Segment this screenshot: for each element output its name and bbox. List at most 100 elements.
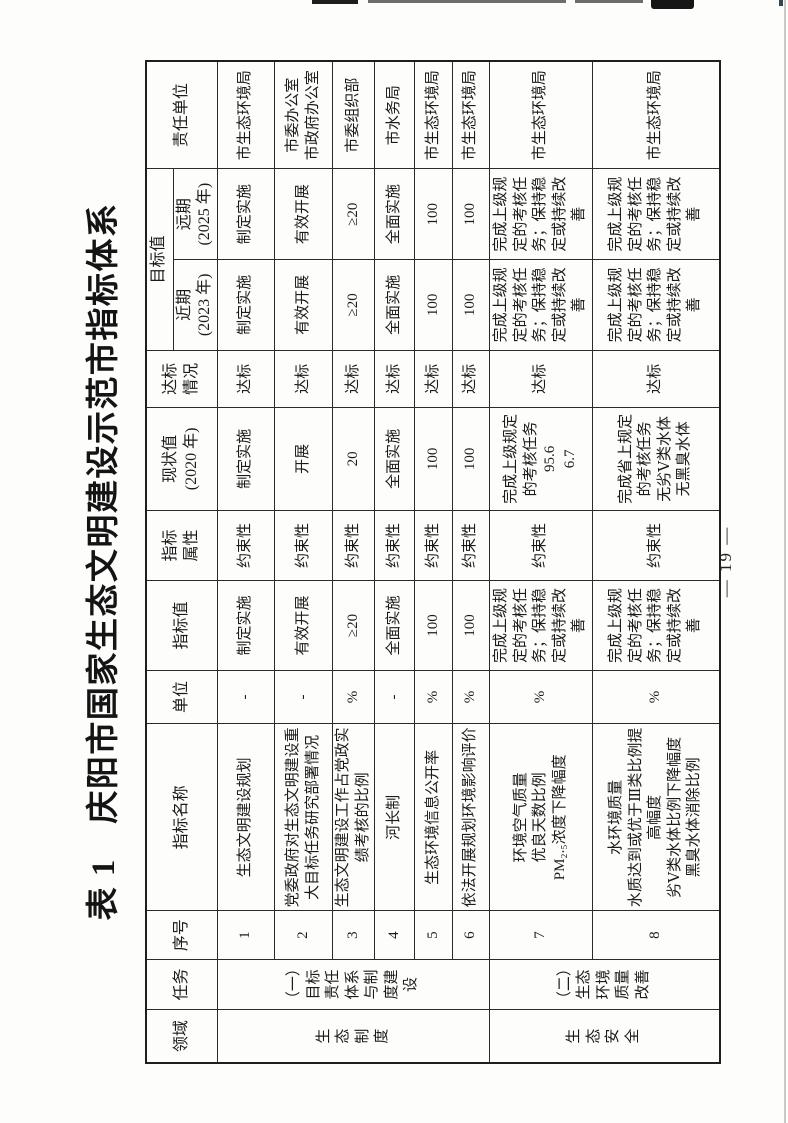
cell-unit: % — [414, 670, 453, 724]
cell-indicator-name: 河长制 — [374, 723, 415, 911]
cell-long-term: 有效开展 — [274, 168, 333, 260]
header-unit: 单位 — [146, 670, 218, 724]
scan-artifact — [575, 0, 643, 3]
cell-near-term: ≥20 — [332, 259, 375, 351]
header-indicator-value: 指标值 — [146, 580, 218, 671]
cell-long-term: 100 — [452, 168, 490, 260]
cell-compliance: 达标 — [592, 350, 720, 408]
cell-attribute: 约束性 — [274, 510, 333, 581]
header-task: 任务 — [146, 959, 218, 1010]
scan-edge-line — [784, 0, 786, 1123]
cell-indicator-value: 完成上级规定的考核任务；保持稳定或持续改善 — [592, 580, 720, 671]
header-attribute: 指标 属性 — [146, 510, 218, 581]
cell-attribute: 约束性 — [414, 510, 453, 581]
cell-compliance: 达标 — [274, 350, 333, 408]
cell-attribute: 约束性 — [217, 510, 275, 581]
cell-attribute: 约束性 — [374, 510, 415, 581]
header-compliance: 达标 情况 — [146, 350, 218, 408]
cell-responsible-unit: 市委办公室 市政府办公室 — [274, 61, 333, 169]
cell-responsible-unit: 市生态环境局 — [217, 61, 275, 169]
cell-near-term: 全面实施 — [374, 259, 415, 351]
cell-indicator-name: 依法开展规划环境影响评价 — [452, 723, 490, 911]
cell-attribute: 约束性 — [489, 510, 593, 581]
cell-near-term: 100 — [414, 259, 453, 351]
cell-near-term: 完成上级规定的考核任务；保持稳定或持续改善 — [489, 259, 593, 351]
cell-unit: - — [274, 670, 333, 724]
table-row: 4 河长制 - 全面实施 约束性 全面实施 达标 全面实施 全面实施 市水务局 — [374, 61, 415, 1063]
cell-near-term: 有效开展 — [274, 259, 333, 351]
cell-indicator-name: 生态文明建设工作占党政实绩考核的比例 — [332, 723, 375, 911]
cell-unit: - — [374, 670, 415, 724]
cell-compliance: 达标 — [414, 350, 453, 408]
cell-domain-group1: 生 态 制 度 — [217, 1009, 490, 1063]
scan-artifact — [312, 0, 358, 4]
cell-compliance: 达标 — [489, 350, 593, 408]
cell-current-value: 开展 — [274, 407, 333, 511]
header-long-term: 远期 (2025 年) — [173, 168, 218, 260]
cell-compliance: 达标 — [452, 350, 490, 408]
cell-unit: - — [217, 670, 275, 724]
cell-unit: % — [592, 670, 720, 724]
cell-compliance: 达标 — [217, 350, 275, 408]
table-row: 生 态 制 度 （一） 目标责任体系与制度建设 1 生态文明建设规划 - 制定实… — [217, 61, 490, 1063]
page-number: — 19 — — [716, 525, 735, 598]
cell-indicator-value: 制定实施 — [217, 580, 275, 671]
cell-seq: 3 — [332, 910, 375, 960]
table-row: 5 生态环境信息公开率 % 100 约束性 100 达标 100 100 市生态… — [414, 61, 453, 1063]
scan-artifact — [651, 0, 694, 9]
cell-indicator-value: 100 — [414, 580, 453, 671]
cell-responsible-unit: 市生态环境局 — [414, 61, 453, 169]
cell-seq: 7 — [489, 910, 593, 960]
cell-attribute: 约束性 — [592, 510, 720, 581]
cell-domain-group2: 生 态 安 全 — [489, 1009, 720, 1063]
cell-long-term: 制定实施 — [217, 168, 275, 260]
page-title: 表 1 庆阳市国家生态文明建设示范市指标体系 — [86, 202, 122, 921]
table-row: 6 依法开展规划环境影响评价 % 100 约束性 100 达标 100 100 … — [452, 61, 490, 1063]
indicator-table: 领域 任务 序号 指标名称 单位 指标值 指标 属性 现状值 (2020 年) … — [145, 60, 721, 1064]
cell-indicator-name: 生态环境信息公开率 — [414, 723, 453, 911]
table-row: 8 水环境质量 水质达到或优于Ⅲ类比例提高幅度 劣Ⅴ类水体比例下降幅度 黑臭水体… — [592, 61, 720, 1063]
header-near-term: 近期 (2023 年) — [173, 259, 218, 351]
cell-indicator-value: 100 — [452, 580, 490, 671]
cell-long-term: ≥20 — [332, 168, 375, 260]
cell-indicator-name: 水环境质量 水质达到或优于Ⅲ类比例提高幅度 劣Ⅴ类水体比例下降幅度 黑臭水体消除… — [592, 723, 720, 911]
cell-indicator-value: 有效开展 — [274, 580, 333, 671]
cell-indicator-name: 环境空气质量 优良天数比例 PM₂.₅浓度下降幅度 — [489, 723, 593, 911]
cell-long-term: 100 — [414, 168, 453, 260]
table-row: 生 态 安 全 （二） 生态环境质量改善 7 环境空气质量 优良天数比例 PM₂… — [489, 61, 720, 1063]
header-domain: 领域 — [146, 1009, 218, 1063]
cell-long-term: 完成上级规定的考核任务；保持稳定或持续改善 — [592, 168, 720, 260]
cell-current-value: 100 — [452, 407, 490, 511]
cell-seq: 5 — [414, 910, 453, 960]
cell-indicator-value: ≥20 — [332, 580, 375, 671]
cell-responsible-unit: 市生态环境局 — [592, 61, 720, 169]
scan-artifact — [368, 0, 566, 3]
cell-seq: 1 — [217, 910, 275, 960]
cell-near-term: 完成上级规定的考核任务；保持稳定或持续改善 — [592, 259, 720, 351]
header-target-group: 目标值 — [146, 168, 173, 351]
cell-unit: % — [332, 670, 375, 724]
cell-current-value: 制定实施 — [217, 407, 275, 511]
cell-long-term: 完成上级规定的考核任务；保持稳定或持续改善 — [489, 168, 593, 260]
cell-attribute: 约束性 — [452, 510, 490, 581]
cell-compliance: 达标 — [374, 350, 415, 408]
cell-seq: 2 — [274, 910, 333, 960]
cell-attribute: 约束性 — [332, 510, 375, 581]
cell-near-term: 100 — [452, 259, 490, 351]
header-indicator-name: 指标名称 — [146, 723, 218, 911]
header-current-value: 现状值 (2020 年) — [146, 407, 218, 511]
cell-long-term: 全面实施 — [374, 168, 415, 260]
cell-unit: % — [489, 670, 593, 724]
cell-seq: 4 — [374, 910, 415, 960]
cell-responsible-unit: 市生态环境局 — [489, 61, 593, 169]
cell-current-value: 20 — [332, 407, 375, 511]
cell-responsible-unit: 市水务局 — [374, 61, 415, 169]
header-responsible-unit: 责任单位 — [146, 61, 218, 169]
cell-seq: 8 — [592, 910, 720, 960]
cell-current-value: 完成省上规定的考核任务 无劣Ⅴ类水体 无黑臭水体 — [592, 407, 720, 511]
header-seq: 序号 — [146, 910, 218, 960]
scan-artifact — [779, 0, 783, 6]
cell-current-value: 完成上级规定的考核任务 95.6 6.7 — [489, 407, 593, 511]
cell-current-value: 100 — [414, 407, 453, 511]
